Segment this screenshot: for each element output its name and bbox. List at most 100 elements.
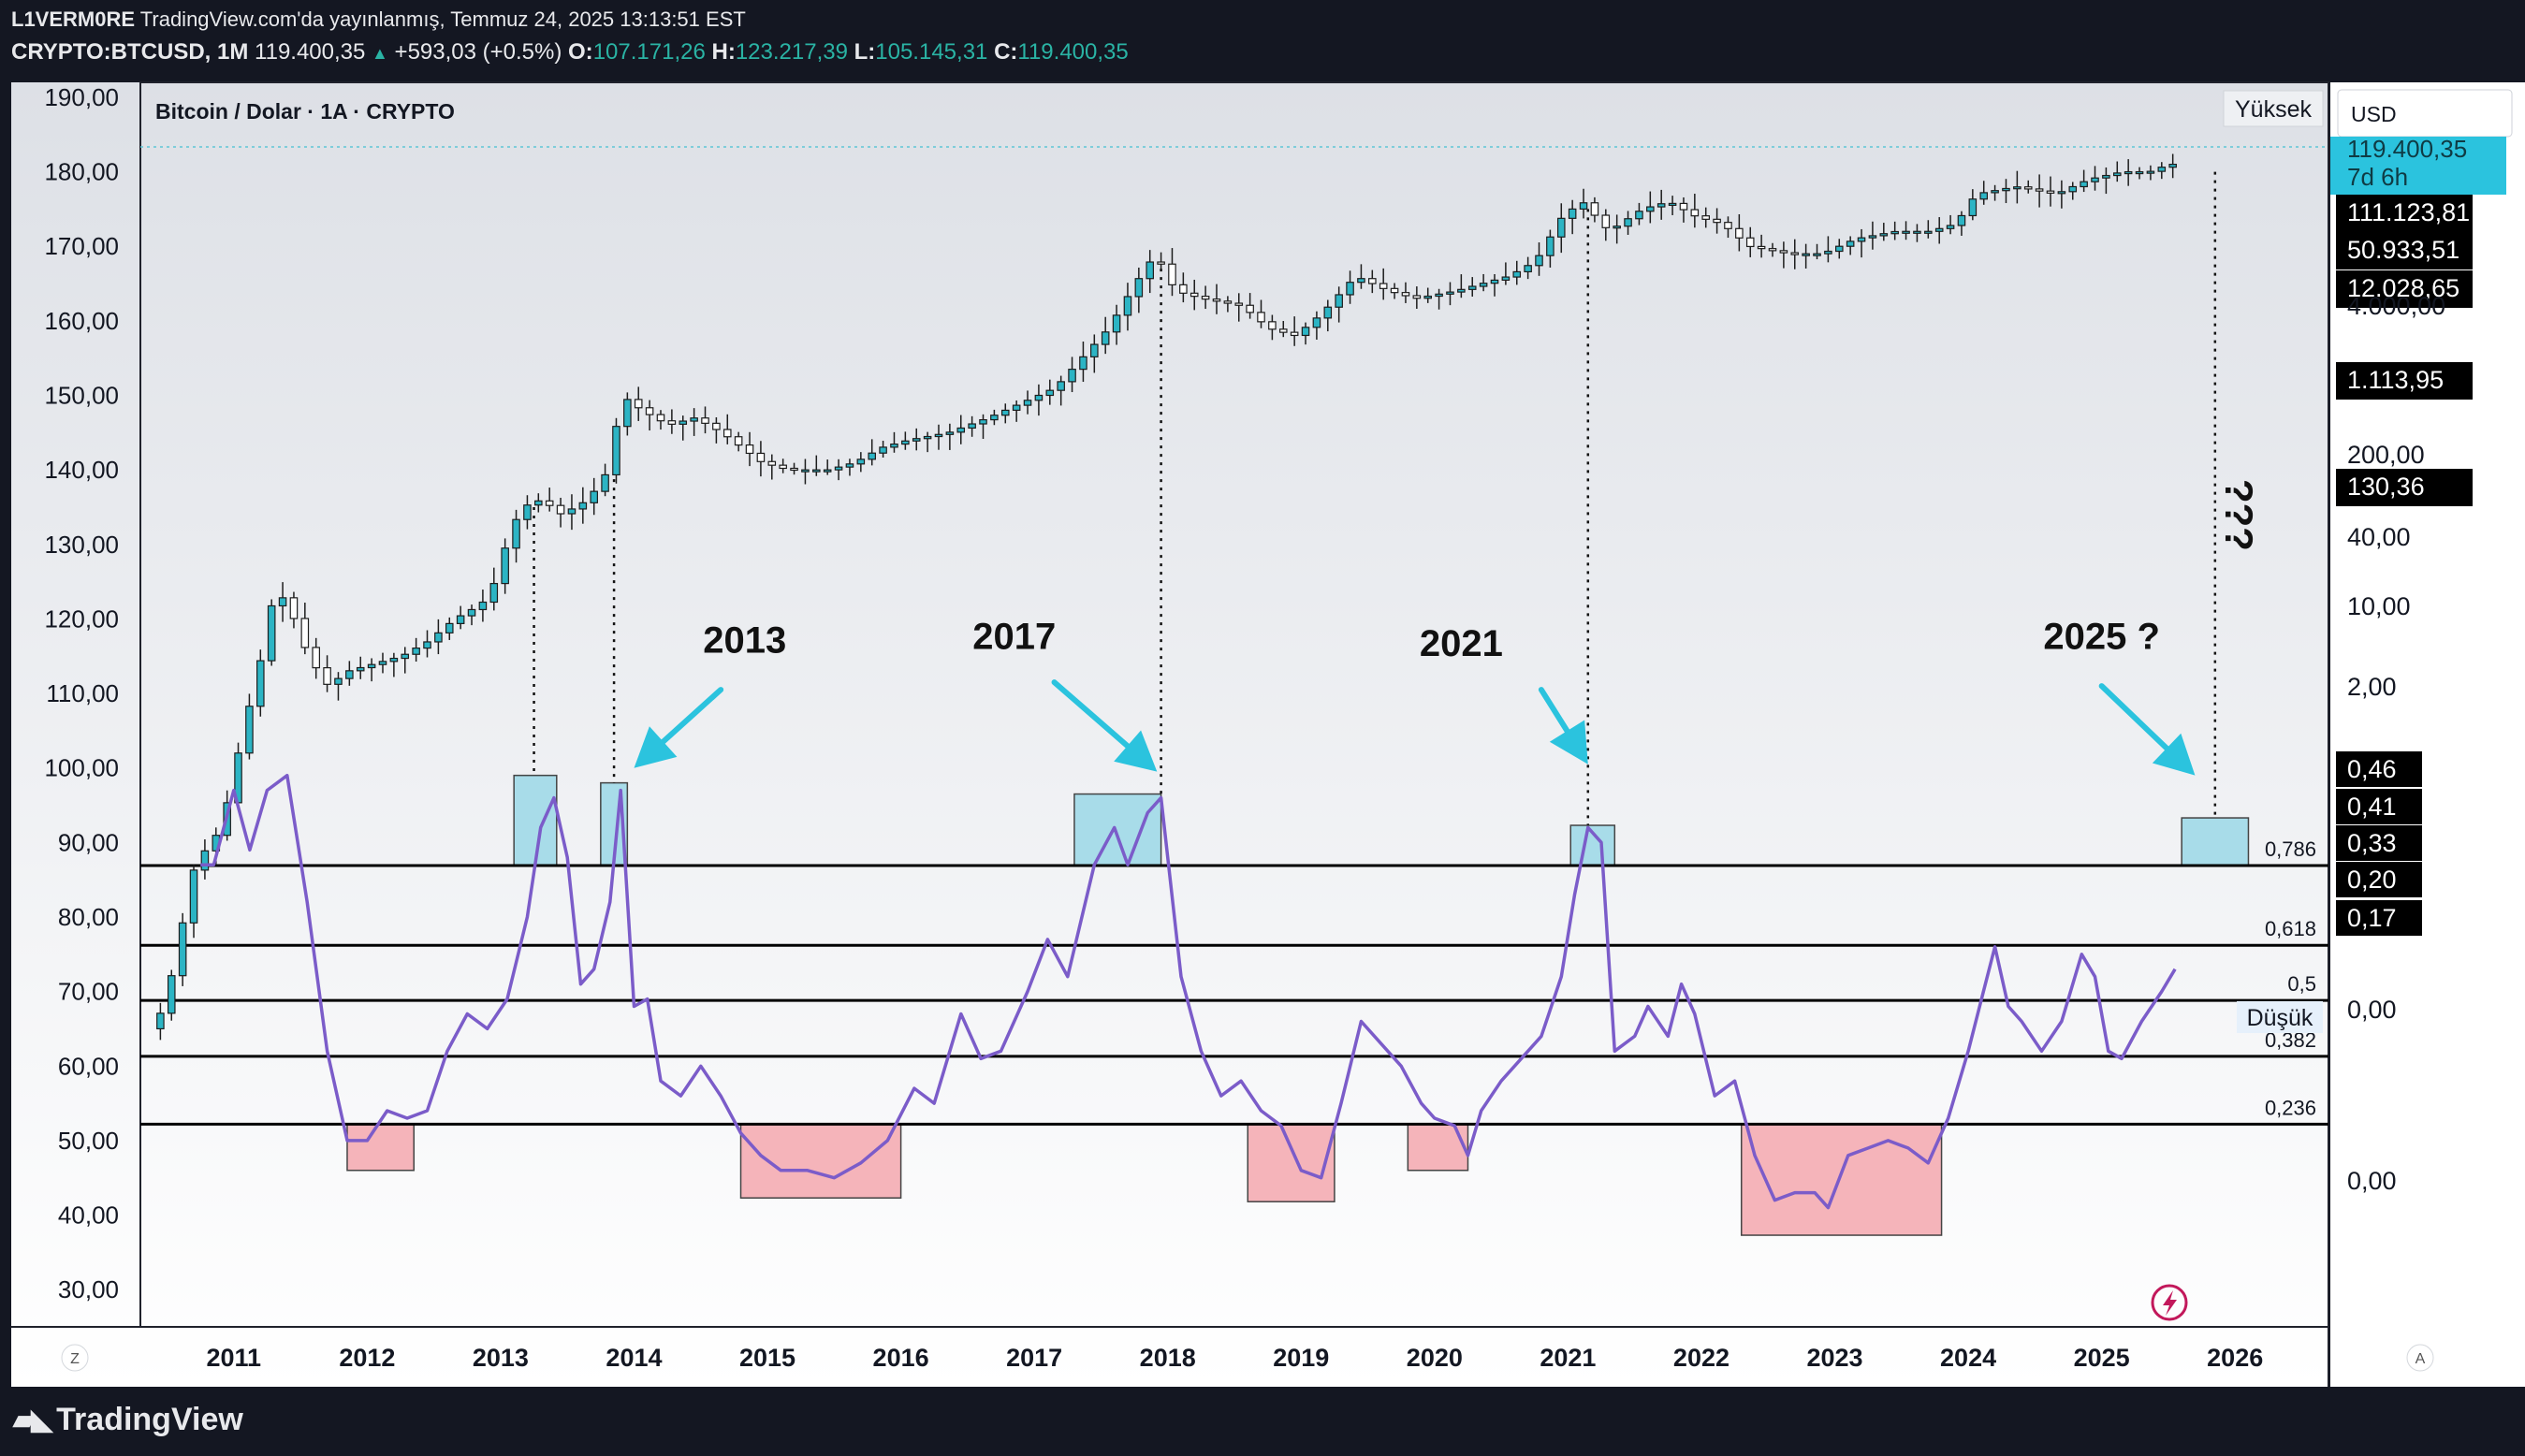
candle-up [578, 502, 588, 510]
candle-up [1957, 214, 1966, 226]
countdown-value: 7d 6h [2347, 163, 2408, 191]
osc-tag-value: 0,20 [2347, 866, 2397, 894]
candle-up [1979, 192, 1989, 200]
candle-down [556, 504, 565, 515]
x-tick-label: 2021 [1540, 1344, 1596, 1372]
lightning-icon[interactable] [2151, 1284, 2188, 1321]
price-scale-tick: 2,00 [2347, 673, 2397, 701]
low-button[interactable] [2237, 1001, 2323, 1033]
bottom-zone-box [1247, 1123, 1335, 1202]
year-annotation-label: 2021 [1420, 623, 1503, 664]
candle-up [1824, 250, 1832, 255]
low-label: L: [854, 39, 876, 65]
osc-tag-box [2336, 789, 2422, 824]
y-tick-label: 60,00 [58, 1052, 119, 1080]
candle-up [2080, 181, 2088, 188]
osc-tag-value: 0,17 [2347, 904, 2397, 932]
candle-up [1323, 306, 1333, 319]
candle-up [1057, 381, 1065, 391]
candle-up [1924, 230, 1933, 234]
high-button[interactable] [2223, 90, 2324, 127]
candle-up [1991, 190, 1999, 194]
auto-scale-button[interactable] [2406, 1344, 2434, 1372]
candle-up [1068, 369, 1076, 383]
author-name[interactable]: L1VERM0RE [11, 7, 136, 31]
candle-up [200, 850, 210, 871]
candle-up [401, 653, 410, 660]
candle-down [767, 460, 777, 466]
candle-up [1613, 226, 1621, 229]
candle-down [645, 407, 654, 415]
open-value: 107.171,26 [592, 39, 706, 65]
bottom-zone-box [1740, 1123, 1943, 1236]
candle-up [979, 418, 987, 425]
candle-up [2013, 186, 2021, 190]
candle-down [1212, 298, 1221, 302]
candle-down [1701, 215, 1710, 220]
candle-up [990, 415, 999, 421]
question-marks: ??? [2217, 479, 2261, 551]
candle-up [1479, 283, 1488, 287]
candle-up [2091, 177, 2099, 182]
tradingview-logo-icon: ▰◣ [13, 1405, 52, 1435]
candle-up [2168, 164, 2177, 168]
peak-dashed-lines [533, 171, 2217, 826]
candle-down [1745, 237, 1755, 248]
symbol-label[interactable]: CRYPTO:BTCUSD, 1M [11, 39, 249, 65]
x-tick-label: 2015 [739, 1344, 795, 1372]
last-price-value: 119.400,35 [2347, 135, 2467, 163]
candle-up [367, 663, 376, 669]
up-arrow-icon: ▲ [372, 44, 388, 63]
time-zone-button[interactable] [61, 1344, 89, 1372]
candle-down [1412, 295, 1422, 299]
price-scale-tick: 200,00 [2347, 441, 2425, 469]
candle-up [945, 431, 955, 435]
candle-up [1457, 288, 1466, 293]
candle-up [2135, 170, 2144, 175]
tradingview-footer[interactable]: ▰◣ TradingView [13, 1402, 243, 1438]
y-tick-label: 190,00 [44, 83, 119, 111]
year-annotation-label: 2017 [972, 616, 1056, 657]
candle-up [956, 427, 966, 433]
candle-up [1646, 206, 1655, 212]
candle-down [734, 436, 743, 446]
peak-zone-box [2181, 817, 2250, 866]
candle-down [1679, 202, 1688, 211]
y-tick-label: 120,00 [44, 604, 119, 633]
fib-level-label: 0,5 [2287, 972, 2316, 996]
oscillator-line [200, 773, 2177, 1210]
osc-tag-value: 0,41 [2347, 793, 2397, 821]
candle-up [1968, 198, 1978, 217]
candle-up [1890, 230, 1899, 235]
candle-up [590, 490, 598, 503]
x-tick-label: 2023 [1806, 1344, 1862, 1372]
candle-down [1368, 278, 1377, 284]
candle-up [334, 677, 343, 685]
candle-down [2046, 190, 2055, 194]
price-scale-tick: 0,00 [2347, 996, 2397, 1024]
candle-up [345, 670, 354, 679]
bottom-zone-box [1407, 1123, 1469, 1172]
candle-down [2023, 186, 2033, 190]
osc-tag-box [2336, 751, 2422, 787]
candle-up [167, 975, 176, 1014]
x-tick-label: 2018 [1140, 1344, 1196, 1372]
candle-down [1246, 304, 1254, 313]
candle-up [178, 922, 187, 977]
candle-down [312, 647, 320, 669]
candle-up [679, 420, 688, 425]
candle-up [823, 469, 832, 473]
candle-up [1556, 217, 1566, 238]
y-tick-label: 100,00 [44, 754, 119, 782]
annotation-arrow-shaft [2098, 683, 2170, 751]
candle-up [890, 443, 898, 448]
fib-level-label: 0,786 [2265, 837, 2316, 861]
candle-up [1146, 261, 1154, 280]
candle-up [1913, 230, 1921, 234]
candle-up [256, 660, 265, 707]
symbol-info: CRYPTO:BTCUSD, 1M 119.400,35 ▲ +593,03 (… [11, 39, 1129, 66]
peak-zone-box [513, 774, 558, 866]
annotation-arrow-head [2152, 733, 2196, 776]
candle-down [1768, 248, 1777, 252]
